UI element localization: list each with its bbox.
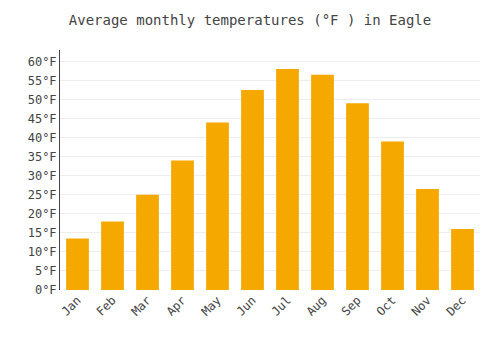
svg-text:Jun: Jun xyxy=(234,293,259,318)
svg-text:Aug: Aug xyxy=(304,293,329,318)
svg-text:30°F: 30°F xyxy=(28,169,57,183)
svg-text:5°F: 5°F xyxy=(35,264,57,278)
svg-text:Feb: Feb xyxy=(94,293,119,318)
svg-text:20°F: 20°F xyxy=(28,207,57,221)
svg-text:Jul: Jul xyxy=(269,293,294,318)
svg-text:55°F: 55°F xyxy=(28,74,57,88)
svg-text:0°F: 0°F xyxy=(35,283,57,297)
svg-text:45°F: 45°F xyxy=(28,112,57,126)
svg-text:50°F: 50°F xyxy=(28,93,57,107)
svg-text:Apr: Apr xyxy=(164,293,189,318)
svg-text:Jan: Jan xyxy=(59,293,84,318)
svg-text:Sep: Sep xyxy=(339,293,364,318)
svg-text:May: May xyxy=(199,293,224,318)
svg-text:60°F: 60°F xyxy=(28,55,57,69)
svg-text:Nov: Nov xyxy=(409,293,434,318)
svg-text:Mar: Mar xyxy=(129,293,154,318)
svg-text:10°F: 10°F xyxy=(28,245,57,259)
svg-text:Average monthly temperatures (: Average monthly temperatures (°F ) in Ea… xyxy=(69,12,431,28)
svg-text:Dec: Dec xyxy=(444,293,469,318)
svg-text:40°F: 40°F xyxy=(28,131,57,145)
svg-text:15°F: 15°F xyxy=(28,226,57,240)
svg-text:35°F: 35°F xyxy=(28,150,57,164)
svg-text:Oct: Oct xyxy=(374,293,399,318)
svg-text:25°F: 25°F xyxy=(28,188,57,202)
